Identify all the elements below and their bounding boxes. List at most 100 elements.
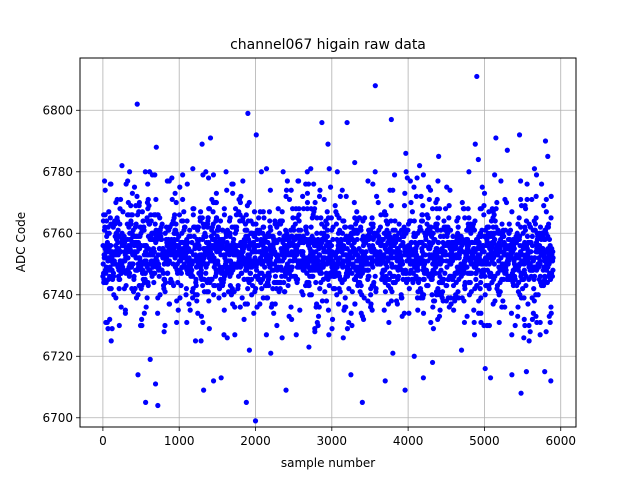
data-point xyxy=(117,206,123,212)
data-point xyxy=(321,196,327,203)
data-point xyxy=(415,267,421,273)
data-point xyxy=(476,239,482,246)
data-point xyxy=(190,166,196,172)
data-point xyxy=(259,286,265,292)
data-point xyxy=(430,326,437,332)
data-point xyxy=(392,218,398,224)
data-point xyxy=(114,196,120,203)
data-point xyxy=(116,322,122,329)
data-point xyxy=(542,138,549,144)
data-point xyxy=(213,215,220,221)
data-point xyxy=(435,178,441,184)
data-point xyxy=(195,310,201,316)
data-point xyxy=(349,289,355,295)
data-point xyxy=(509,372,515,378)
data-point xyxy=(427,187,434,193)
data-point xyxy=(242,242,248,249)
data-point xyxy=(548,304,554,310)
data-point xyxy=(291,227,297,233)
data-point xyxy=(283,193,289,199)
data-point xyxy=(263,332,269,338)
data-point xyxy=(518,203,525,209)
data-point xyxy=(193,282,199,289)
data-point xyxy=(205,215,211,221)
data-point xyxy=(256,215,262,221)
data-point xyxy=(369,215,375,221)
data-point xyxy=(501,233,507,239)
data-point xyxy=(300,292,306,298)
data-point xyxy=(515,304,521,310)
chart-title: channel067 higain raw data xyxy=(230,37,426,53)
data-point xyxy=(380,236,386,243)
data-point xyxy=(492,218,498,224)
data-point xyxy=(199,215,205,221)
data-point xyxy=(550,249,556,255)
data-point xyxy=(117,276,123,282)
data-point xyxy=(116,286,122,292)
data-point xyxy=(361,295,367,301)
data-point xyxy=(288,187,294,193)
data-point xyxy=(151,249,157,255)
data-point xyxy=(516,132,523,138)
data-point xyxy=(174,319,180,326)
data-point xyxy=(392,227,398,233)
data-point xyxy=(332,203,338,209)
data-point xyxy=(151,279,157,286)
data-point xyxy=(308,206,314,212)
data-point xyxy=(195,224,202,230)
data-point xyxy=(279,218,285,224)
data-point xyxy=(180,172,186,178)
data-point xyxy=(521,316,527,322)
data-point xyxy=(117,221,123,227)
data-point xyxy=(317,286,323,292)
data-point xyxy=(131,273,137,279)
data-point xyxy=(478,279,484,286)
data-point xyxy=(477,286,483,292)
data-point xyxy=(155,310,161,316)
data-points xyxy=(100,73,556,424)
data-point xyxy=(283,387,289,393)
data-point xyxy=(385,301,392,307)
data-point xyxy=(329,326,335,332)
data-point xyxy=(352,159,358,166)
data-point xyxy=(161,329,167,335)
data-point xyxy=(363,249,369,255)
data-point xyxy=(311,181,317,187)
data-point xyxy=(243,212,249,218)
data-point xyxy=(504,147,510,153)
data-point xyxy=(424,212,430,218)
data-point xyxy=(420,203,426,209)
data-point xyxy=(205,289,211,295)
data-point xyxy=(537,261,543,267)
data-point xyxy=(177,184,183,190)
data-point xyxy=(242,301,248,307)
data-point xyxy=(341,218,347,224)
data-point xyxy=(339,230,346,236)
data-point xyxy=(358,227,364,233)
data-point xyxy=(546,236,553,243)
data-point xyxy=(180,196,186,203)
data-point xyxy=(319,298,325,304)
data-point xyxy=(406,286,412,292)
data-point xyxy=(266,273,272,279)
data-point xyxy=(305,181,312,187)
data-point xyxy=(512,322,518,329)
data-point xyxy=(512,276,518,282)
data-point xyxy=(125,255,131,261)
data-point xyxy=(170,282,177,289)
data-point xyxy=(453,292,459,298)
data-point xyxy=(314,301,320,307)
data-point xyxy=(450,233,456,239)
data-point xyxy=(334,169,340,175)
data-point xyxy=(137,322,144,329)
data-point xyxy=(330,236,336,243)
data-point xyxy=(382,212,388,218)
data-point xyxy=(471,227,478,233)
data-point xyxy=(411,353,417,359)
data-point xyxy=(230,301,236,307)
data-point xyxy=(221,332,227,338)
data-point xyxy=(429,292,435,298)
data-point xyxy=(391,172,398,178)
data-point xyxy=(324,233,330,239)
